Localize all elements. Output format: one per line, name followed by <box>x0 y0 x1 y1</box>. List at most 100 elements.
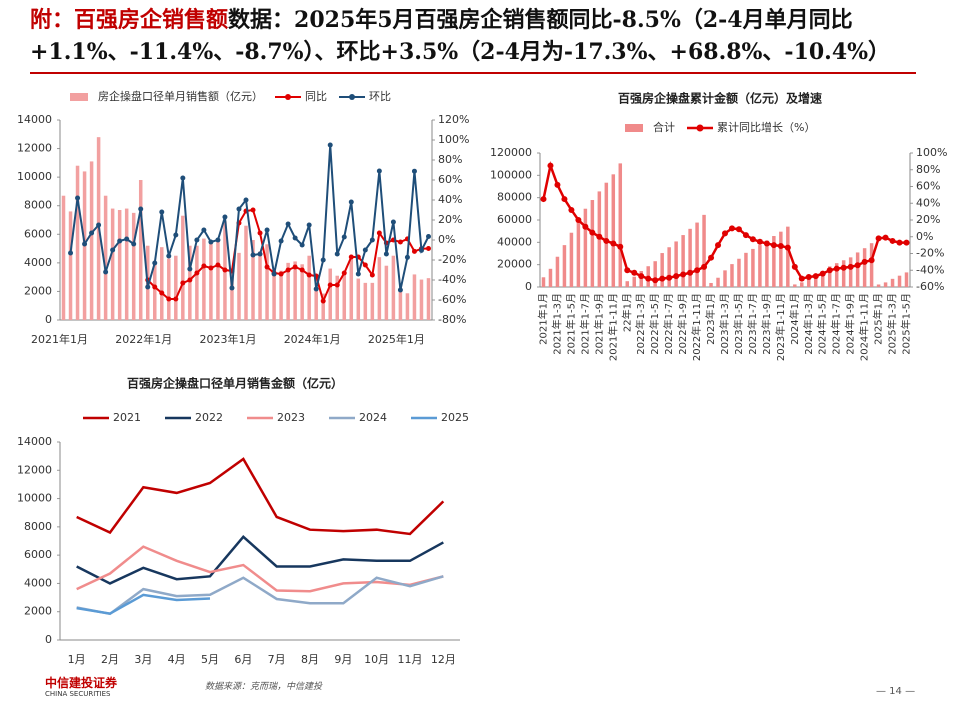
y-tick-label: 2000 <box>24 605 52 618</box>
marker <box>882 234 889 241</box>
marker <box>680 271 687 278</box>
y-tick-label: 6000 <box>24 548 52 561</box>
chart: 百强房企操盘累计金额（亿元）及增速 0 20000 40000 60000 80000 10… <box>490 91 947 362</box>
bar <box>695 222 699 287</box>
legend-label: 环比 <box>369 90 391 103</box>
bar <box>370 282 375 320</box>
y2-tick-label: 80% <box>438 153 462 166</box>
x-tick-label: 2024年1月 <box>788 293 801 345</box>
bar <box>737 258 741 287</box>
bar <box>110 208 115 320</box>
marker <box>791 263 798 270</box>
x-tick-label: 2022年1-11月 <box>690 293 703 361</box>
y2-tick-label: 0% <box>916 230 933 243</box>
legend-label: 2025 <box>441 411 469 424</box>
bar <box>160 247 164 320</box>
marker <box>229 285 235 291</box>
x-tick-label: 2025年1-3月 <box>886 293 899 355</box>
x-tick-label: 2024年1-9月 <box>844 293 857 355</box>
marker <box>854 262 861 269</box>
marker <box>701 263 708 270</box>
y-tick-label: 10000 <box>17 492 52 505</box>
y-tick-label: 120000 <box>490 146 532 159</box>
x-tick-label: 2021年1-9月 <box>592 293 605 355</box>
y-tick-label: 14000 <box>17 435 52 448</box>
y2-tick-label: 100% <box>916 146 947 159</box>
marker <box>215 237 221 243</box>
marker <box>292 235 298 241</box>
marker <box>117 238 123 244</box>
marker <box>236 206 242 212</box>
marker <box>756 238 763 245</box>
bar <box>153 262 157 320</box>
marker <box>187 266 193 272</box>
y-tick-label: 0 <box>45 313 52 326</box>
x-tick-label: 2024年1-3月 <box>802 293 815 355</box>
y-tick-label: 12000 <box>17 463 52 476</box>
x-tick-label: 2024年1-5月 <box>816 293 829 355</box>
title-highlight: 附：百强房企销售额 <box>30 7 229 33</box>
marker <box>425 234 431 239</box>
x-tick-label: 2023年1-9月 <box>760 293 773 355</box>
marker <box>875 235 882 242</box>
marker <box>687 269 694 276</box>
page-number: — 14 — <box>876 686 916 697</box>
marker <box>264 264 270 270</box>
marker <box>777 242 784 249</box>
x-tick-label: 12月 <box>431 653 456 666</box>
marker <box>96 222 102 228</box>
marker <box>194 270 200 276</box>
marker <box>715 242 722 249</box>
bar <box>660 253 664 287</box>
marker <box>554 181 561 188</box>
bar <box>293 261 297 320</box>
chart: 百强房企操盘口径单月销售金额（亿元） 0 2000 4000 6000 8000 10000… <box>17 376 469 667</box>
bar <box>398 287 403 320</box>
y2-tick-label: 40% <box>438 193 462 206</box>
bar <box>890 278 895 287</box>
marker <box>152 260 158 266</box>
marker <box>596 233 603 240</box>
marker <box>561 196 568 203</box>
x-tick-label: 2022年1-5月 <box>648 293 661 355</box>
marker <box>103 269 109 275</box>
x-tick-label: 7月 <box>268 653 286 666</box>
marker <box>728 225 735 232</box>
bar <box>841 260 846 287</box>
marker <box>124 236 130 242</box>
marker <box>390 219 396 225</box>
bar <box>174 255 178 320</box>
marker <box>376 168 382 174</box>
y-tick-label: 20000 <box>497 258 532 271</box>
x-tick-label: 2021年1-3月 <box>550 293 563 355</box>
y-tick-label: 4000 <box>24 576 52 589</box>
x-tick-label: 9月 <box>334 653 352 666</box>
bar <box>335 275 339 320</box>
line <box>76 545 444 593</box>
marker <box>362 262 368 268</box>
y2-tick-label: 60% <box>916 180 940 193</box>
x-tick-label: 2021年1月 <box>31 332 88 346</box>
bar <box>869 243 874 287</box>
marker <box>348 254 354 260</box>
marker <box>638 273 645 280</box>
bar <box>272 270 276 320</box>
marker <box>334 251 340 257</box>
bar <box>363 282 368 320</box>
x-tick-label: 8月 <box>301 653 319 666</box>
y-tick-label: 100000 <box>490 168 532 181</box>
bar <box>237 252 241 320</box>
marker <box>805 273 812 280</box>
y2-tick-label: 120% <box>438 113 469 126</box>
x-tick-label: 4月 <box>168 653 186 666</box>
marker <box>292 264 298 270</box>
bar <box>681 235 685 287</box>
bar <box>848 257 853 287</box>
bar <box>744 252 748 287</box>
bar <box>611 174 616 287</box>
marker <box>369 237 375 243</box>
bar <box>820 271 825 287</box>
marker <box>110 247 116 253</box>
marker <box>383 251 389 257</box>
y2-tick-label: 100% <box>438 133 469 146</box>
